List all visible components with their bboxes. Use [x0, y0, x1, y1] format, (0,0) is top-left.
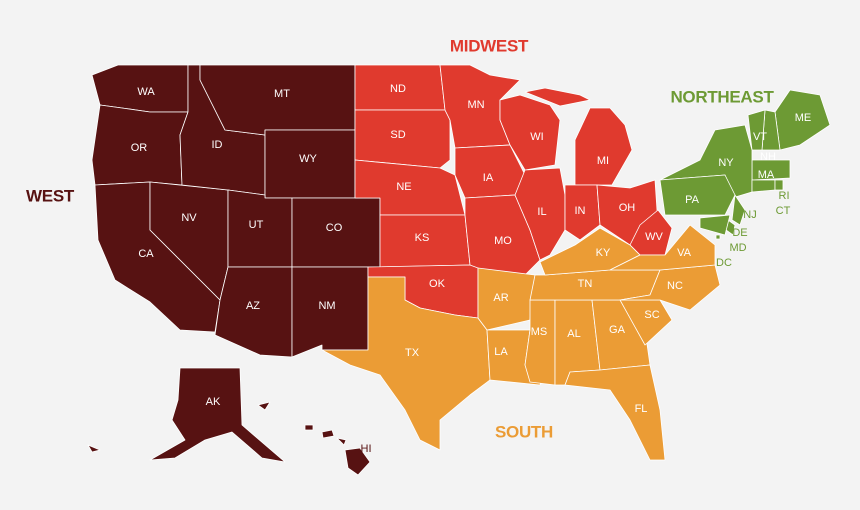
state-shape: [747, 109, 766, 151]
region-label: NORTHEAST: [670, 87, 774, 106]
state-label: NV: [181, 212, 197, 224]
state-label: MS: [531, 326, 548, 338]
state-shape: [499, 94, 561, 171]
region-label: MIDWEST: [450, 36, 529, 55]
state-shape: [564, 364, 666, 461]
state-label: CO: [326, 222, 343, 234]
state-label: IA: [483, 172, 494, 184]
state-label: DC: [716, 257, 732, 269]
state-label: OR: [131, 142, 148, 154]
state-shape: [291, 266, 369, 358]
state-label: NH: [760, 151, 776, 163]
state-label: NY: [718, 157, 734, 169]
state-shape: [731, 194, 746, 226]
state-label: AZ: [246, 300, 260, 312]
state-label: RI: [779, 190, 790, 202]
state-label: WI: [530, 131, 543, 143]
state-label: LA: [494, 346, 508, 358]
region-label: SOUTH: [495, 422, 553, 441]
state-label: DE: [732, 227, 747, 239]
state-label: NM: [318, 300, 335, 312]
state-label: SC: [644, 309, 659, 321]
state-label: MA: [758, 169, 775, 181]
state-label: AL: [567, 328, 580, 340]
state-shape: [774, 179, 784, 191]
state-label: GA: [609, 324, 626, 336]
state-label: FL: [635, 403, 648, 415]
state-shape: [539, 227, 641, 276]
state-label: MD: [729, 242, 746, 254]
state-label: KS: [415, 232, 430, 244]
state-label: IN: [575, 205, 586, 217]
state-label: TN: [578, 278, 593, 290]
state-shape: [304, 424, 371, 476]
state-label: VA: [677, 247, 692, 259]
state-label: WY: [299, 153, 317, 165]
state-label: ID: [212, 139, 223, 151]
state-label: CA: [138, 248, 154, 260]
state-label: NJ: [743, 209, 756, 221]
state-label: IL: [537, 206, 546, 218]
state-label: ME: [795, 112, 812, 124]
state-label: OH: [619, 202, 636, 214]
state-label: PA: [685, 194, 700, 206]
state-label: VT: [753, 131, 767, 143]
state-label: KY: [596, 247, 611, 259]
state-label: CT: [776, 205, 791, 217]
state-shape: [699, 214, 731, 236]
state-label: MI: [597, 155, 609, 167]
state-label: OK: [429, 278, 446, 290]
state-label: MN: [467, 99, 484, 111]
state-label: WV: [645, 231, 663, 243]
state-shape: [524, 87, 633, 186]
state-label: UT: [249, 219, 264, 231]
state-label: TX: [405, 347, 420, 359]
state-shape: [514, 167, 566, 261]
state-label: ND: [390, 83, 406, 95]
state-label: MT: [274, 88, 290, 100]
state-label: NE: [396, 181, 411, 193]
state-shape: [609, 224, 716, 271]
state-label: HI: [361, 443, 372, 455]
state-shape: [659, 174, 736, 216]
state-label: NC: [667, 280, 683, 292]
state-shape: [199, 64, 356, 136]
state-label: SD: [390, 129, 405, 141]
state-label: AR: [493, 292, 508, 304]
state-shape: [751, 179, 776, 193]
state-label: AK: [206, 396, 221, 408]
state-shape: [321, 276, 491, 451]
state-label: WA: [137, 86, 155, 98]
state-label: MO: [494, 235, 512, 247]
state-shape: [477, 267, 536, 331]
region-label: WEST: [26, 186, 75, 205]
state-shape: [564, 184, 601, 241]
state-shape: [87, 367, 286, 463]
state-shape: [619, 264, 721, 311]
state-shape: [715, 234, 721, 240]
